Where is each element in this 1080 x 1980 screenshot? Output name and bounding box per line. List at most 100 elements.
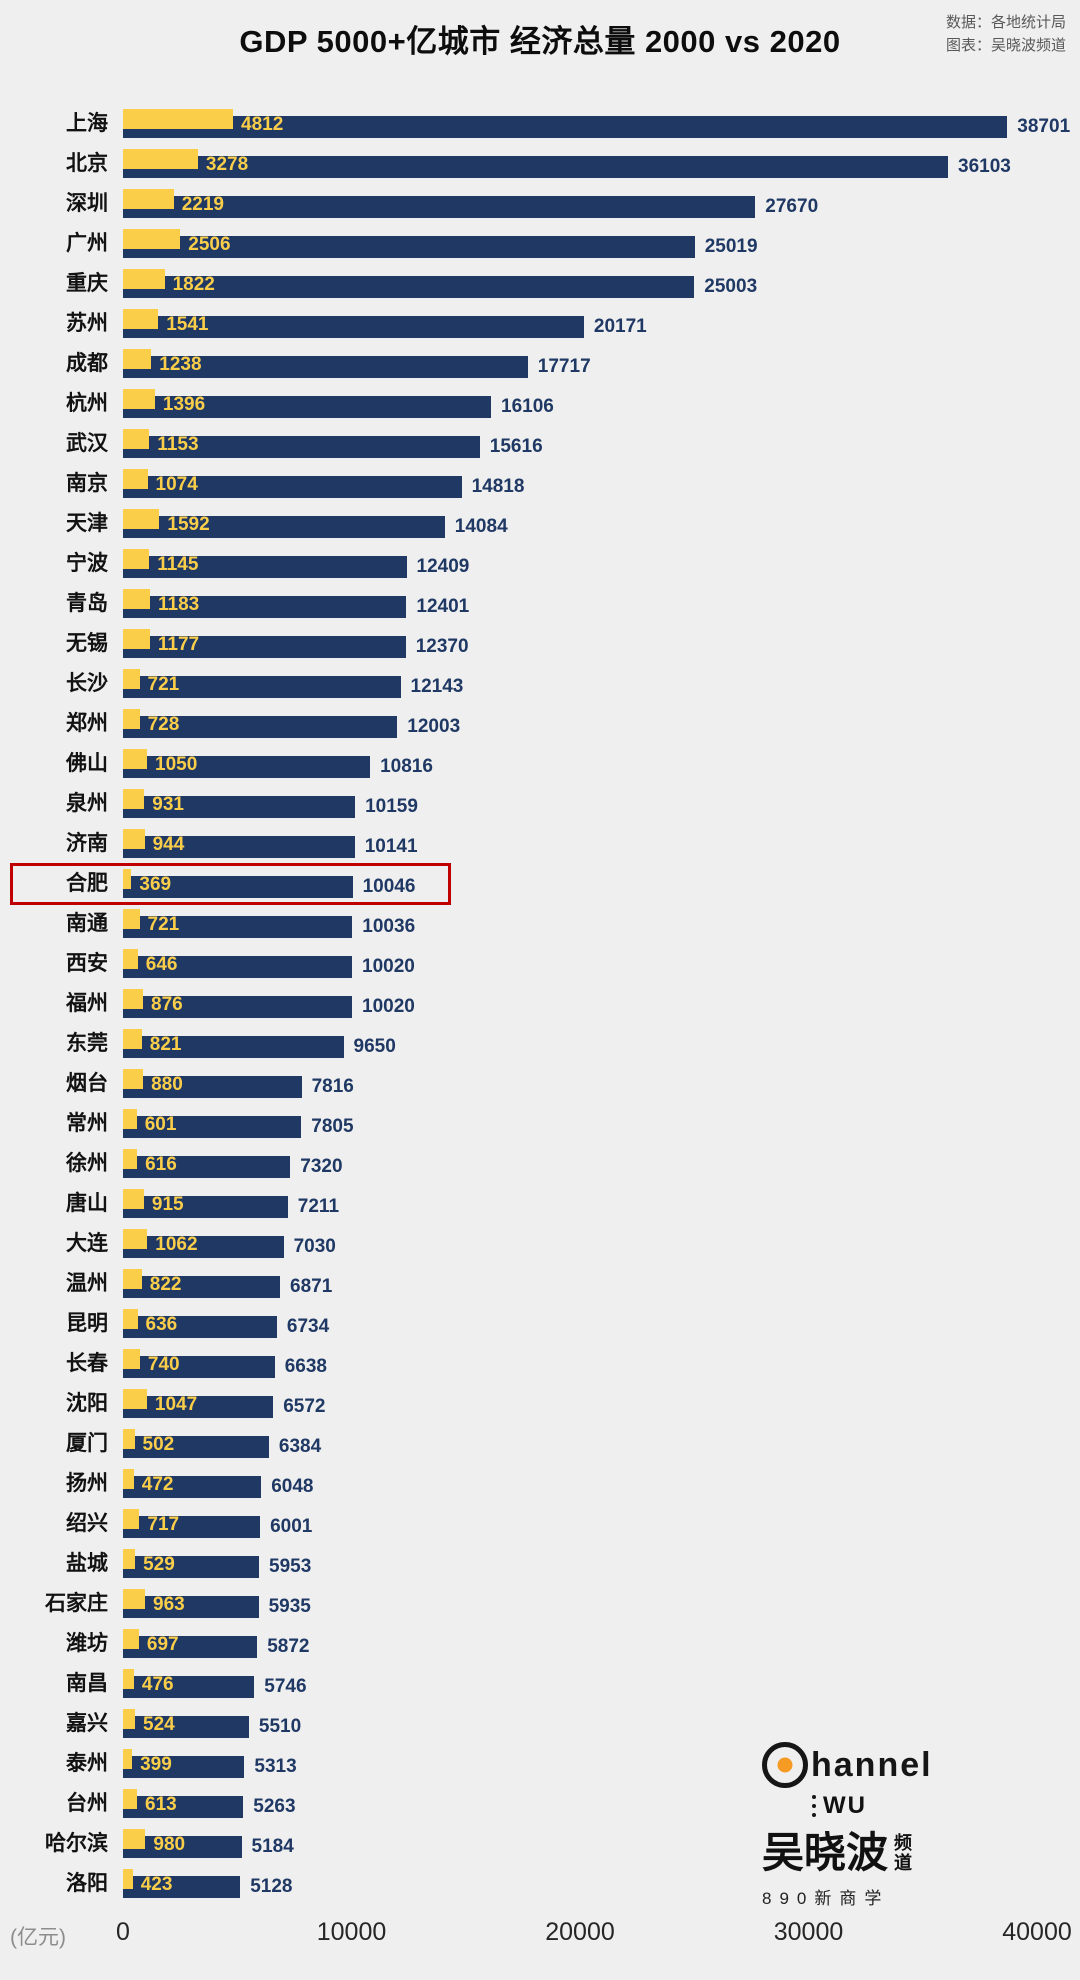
bar-group: 616 7320 (123, 1144, 1080, 1184)
bar-group: 822 6871 (123, 1264, 1080, 1304)
chart-row: 长春 740 6638 (0, 1344, 1080, 1384)
chart-row: 南京 1074 14818 (0, 464, 1080, 504)
value-2020: 6048 (271, 1476, 314, 1497)
bar-2000 (123, 1469, 134, 1489)
bar-2000 (123, 629, 150, 649)
logo-wu-text: WU (823, 1792, 867, 1819)
bar-2020 (123, 1796, 244, 1818)
bar-2020 (123, 1076, 302, 1098)
chart-row: 沈阳 1047 6572 (0, 1384, 1080, 1424)
bar-group: 423 5128 (123, 1864, 1080, 1904)
bar-2000 (123, 1269, 142, 1289)
bar-2020 (123, 636, 406, 658)
logo-brand: 吴晓波 频 道 (762, 1832, 1022, 1874)
value-2000: 1177 (157, 634, 200, 655)
chart-row: 昆明 636 6734 (0, 1304, 1080, 1344)
source-line-2: 图表：吴晓波频道 (945, 36, 1066, 54)
value-2020: 7816 (311, 1076, 354, 1097)
bar-2020 (123, 1356, 275, 1378)
bar-group: 529 5953 (123, 1544, 1080, 1584)
chart-row: 盐城 529 5953 (0, 1544, 1080, 1584)
city-label: 哈尔滨 (45, 1832, 108, 1855)
bar-2000 (123, 389, 155, 409)
value-2000: 1541 (166, 314, 209, 335)
value-2000: 601 (144, 1114, 177, 1135)
bar-2020 (123, 1596, 259, 1618)
bar-group: 1396 16106 (123, 384, 1080, 424)
bar-2020 (123, 916, 353, 938)
bar-2000 (123, 1429, 135, 1449)
value-2020: 5128 (250, 1876, 293, 1897)
value-2000: 980 (153, 1834, 186, 1855)
highlight-box (10, 863, 451, 905)
chart-row: 哈尔滨 980 5184 (0, 1824, 1080, 1864)
value-2020: 10020 (362, 996, 415, 1017)
value-2000: 1062 (155, 1234, 198, 1255)
chart-row: 东莞 821 9650 (0, 1024, 1080, 1064)
value-2020: 20171 (593, 316, 647, 337)
city-label: 宁波 (66, 552, 108, 575)
value-2020: 5872 (267, 1636, 310, 1657)
chart-row: 泉州 931 10159 (0, 784, 1080, 824)
city-label: 青岛 (66, 592, 108, 615)
bar-2020 (123, 836, 355, 858)
bar-2020 (123, 1236, 284, 1258)
bar-2000 (123, 469, 148, 489)
bar-2000 (123, 1509, 140, 1529)
value-2020: 7211 (297, 1196, 340, 1217)
logo-brand-stack: 频 道 (894, 1833, 912, 1874)
value-2020: 12370 (415, 636, 469, 657)
value-2020: 12401 (416, 596, 470, 617)
value-2020: 7805 (311, 1116, 354, 1137)
bar-2020 (123, 1396, 274, 1418)
source-note: 数据：各地统计局 图表：吴晓波频道 (946, 12, 1066, 57)
bar-2020 (123, 1756, 245, 1778)
city-label: 合肥 (66, 872, 108, 895)
value-2020: 5184 (251, 1836, 294, 1857)
city-label: 泰州 (66, 1752, 108, 1775)
bar-2020 (123, 436, 480, 458)
city-label: 郑州 (66, 712, 108, 735)
bar-group: 963 5935 (123, 1584, 1080, 1624)
bar-2020 (123, 1676, 255, 1698)
bar-2020 (123, 396, 491, 418)
channel-c-icon (762, 1742, 808, 1788)
value-2000: 476 (141, 1674, 174, 1695)
city-label: 泉州 (66, 792, 108, 815)
chart-row: 重庆 1822 25003 (0, 264, 1080, 304)
bar-2000 (123, 1229, 148, 1249)
bar-group: 399 5313 (123, 1744, 1080, 1784)
value-2020: 10159 (365, 796, 418, 817)
city-label: 上海 (66, 112, 108, 135)
value-2000: 822 (149, 1274, 182, 1295)
bar-group: 1177 12370 (123, 624, 1080, 664)
bar-2000 (123, 1709, 135, 1729)
bar-2000 (123, 1029, 142, 1049)
bar-2020 (123, 1836, 242, 1858)
chart-row: 扬州 472 6048 (0, 1464, 1080, 1504)
city-label: 福州 (66, 992, 108, 1015)
city-label: 烟台 (66, 1072, 108, 1095)
value-2000: 613 (145, 1794, 177, 1815)
chart-row: 上海 4812 38701 (0, 104, 1080, 144)
bar-group: 721 12143 (123, 664, 1080, 704)
bar-2000 (123, 269, 165, 289)
chart-row: 福州 876 10020 (0, 984, 1080, 1024)
bar-group: 4812 38701 (123, 104, 1080, 144)
bar-2020 (123, 1156, 291, 1178)
city-label: 徐州 (66, 1152, 108, 1175)
bar-group: 524 5510 (123, 1704, 1080, 1744)
value-2000: 1822 (172, 274, 215, 295)
bar-2000 (123, 229, 181, 249)
value-2020: 14818 (471, 476, 525, 497)
city-label: 绍兴 (66, 1512, 108, 1535)
bar-2000 (123, 1669, 134, 1689)
chart-row: 石家庄 963 5935 (0, 1584, 1080, 1624)
bar-2000 (123, 309, 159, 329)
value-2000: 721 (147, 674, 180, 695)
bar-2000 (123, 1829, 146, 1849)
bar-2020 (123, 956, 352, 978)
value-2020: 6001 (270, 1516, 313, 1537)
logo-tagline: 890新商学 (762, 1889, 890, 1908)
bar-2020 (123, 796, 356, 818)
